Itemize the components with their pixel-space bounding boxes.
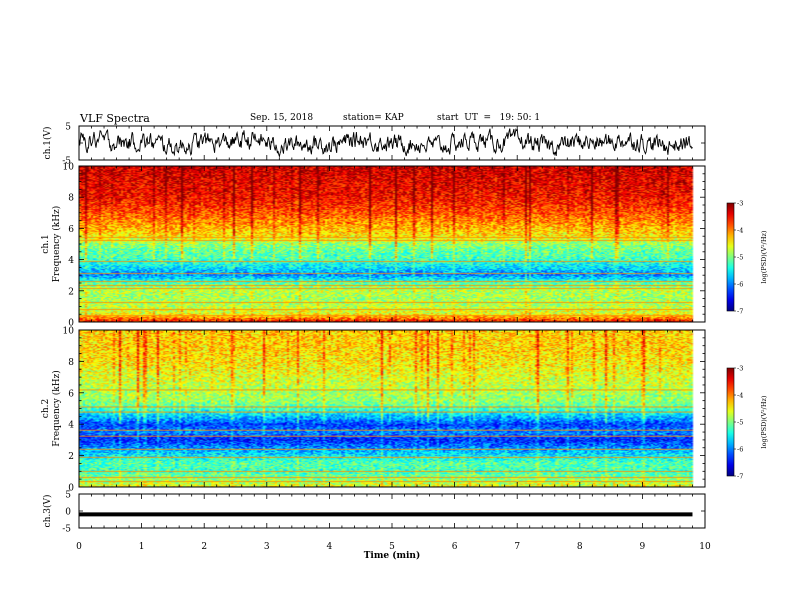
x-tick-label: 3: [264, 542, 270, 552]
colorbar-tick-label: -3: [737, 200, 743, 208]
y-axis-label-channel: ch.1: [41, 234, 51, 253]
y-axis-label-voltage: ch.1(V): [42, 127, 53, 160]
y-tick-label: 5: [65, 123, 71, 133]
x-tick-label: 4: [327, 542, 333, 552]
y-tick-label: 2: [68, 287, 74, 297]
x-tick-label: 9: [640, 542, 646, 552]
spectrogram-image-2: [79, 330, 705, 487]
spectrogram-image-1: [79, 166, 705, 322]
y-tick-label: 0: [68, 319, 74, 329]
colorbar-tick-label: -7: [737, 308, 743, 316]
x-tick-label: 1: [139, 542, 145, 552]
colorbar-tick-label: -5: [737, 254, 743, 262]
y-tick-label: -5: [62, 157, 71, 167]
y-tick-label: 2: [68, 452, 74, 462]
y-tick-label: 6: [68, 225, 74, 235]
x-tick-label: 2: [201, 542, 207, 552]
date-label: Sep. 15, 2018: [250, 113, 314, 123]
y-tick-label: 10: [63, 327, 75, 337]
x-tick-label: 8: [577, 542, 583, 552]
y-tick-label: 0: [68, 484, 74, 494]
x-tick-label: 10: [699, 542, 711, 552]
y-tick-label: 10: [63, 163, 75, 173]
y-tick-label: -5: [62, 525, 71, 535]
colorbar-tick-label: -3: [737, 365, 743, 373]
y-tick-label: 6: [68, 389, 74, 399]
y-tick-label: 8: [68, 194, 74, 204]
y-tick-label: 4: [68, 421, 74, 431]
colorbar-tick-label: -4: [737, 392, 743, 400]
y-axis-label-channel: ch.2: [41, 399, 51, 418]
colorbar-label: log(PSD)(V²/Hz): [760, 230, 768, 283]
figure-title: VLF Spectra: [80, 112, 150, 125]
panel-frame-3: [78, 493, 706, 529]
station-label: station= KAP: [343, 113, 404, 123]
x-tick-label: 5: [389, 542, 395, 552]
x-tick-label: 0: [76, 542, 82, 552]
colorbar-label: log(PSD)(V²/Hz): [760, 395, 768, 448]
y-tick-label: 0: [65, 508, 71, 518]
colorbar-tick-label: -6: [737, 281, 743, 289]
y-tick-label: 4: [68, 256, 74, 266]
start-time-label: start UT = 19: 50: 1: [437, 113, 541, 123]
ch1-colorbar: [726, 202, 735, 312]
y-tick-label: 8: [68, 358, 74, 368]
ch2-colorbar: [726, 367, 735, 477]
colorbar-tick-label: -4: [737, 227, 743, 235]
y-axis-label-voltage: ch.3(V): [42, 495, 53, 528]
x-axis-label: Time (min): [364, 550, 421, 561]
ch1-waveform-line: [78, 128, 693, 159]
colorbar-tick-label: -5: [737, 419, 743, 427]
y-tick-label: 5: [65, 491, 71, 501]
y-axis-label-frequency: Frequency (kHz): [51, 370, 62, 447]
x-tick-label: 7: [514, 542, 520, 552]
colorbars-group: -3 -4 -5 -6 -7 log(PSD)(V²/Hz) -3 -4 -5 -6 -7 log(P…: [726, 200, 768, 481]
x-tick-label: 6: [452, 542, 458, 552]
y-axis-label-frequency: Frequency (kHz): [51, 206, 62, 283]
colorbar-tick-label: -7: [737, 473, 743, 481]
colorbar-tick-label: -6: [737, 446, 743, 454]
